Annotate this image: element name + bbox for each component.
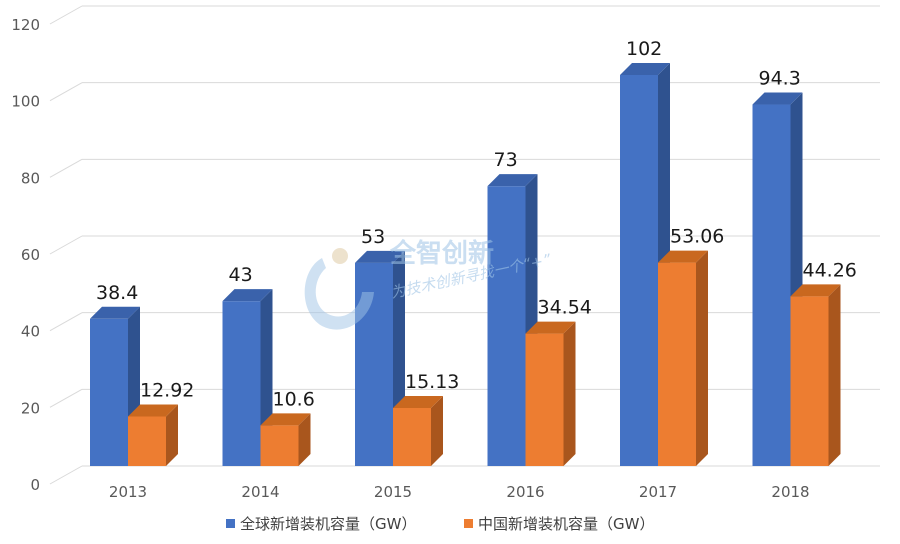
bar-top [752,92,803,105]
bar-front [752,104,791,467]
bar-top [90,306,140,319]
gridline-depth [49,82,83,102]
watermark-logo-dot-icon [332,248,348,264]
bar-side [431,396,443,466]
y-axis-ticks: 0 20 40 60 80 100 120 [11,16,40,494]
bar-side [828,284,841,466]
gridline-depth [49,312,83,332]
bar-front [222,301,261,466]
legend-swatch-global [226,519,235,528]
data-label: 44.26 [803,259,857,281]
x-tick-label: 2016 [506,483,544,501]
y-tick-label: 0 [30,476,40,494]
x-tick-label: 2014 [241,483,279,501]
bar-side [166,404,178,466]
gridline-depth [49,158,83,178]
data-label: 15.13 [405,371,459,393]
x-tick-label: 2015 [374,483,412,501]
data-labels: 38.4 12.92 43 10.6 53 15.13 73 34.54 102 53.06 94.… [96,38,857,410]
bar-top [790,284,841,297]
legend-swatch-china [464,519,473,528]
bar-front [658,262,696,466]
bar-front [487,186,526,466]
gridline-depth [49,5,83,25]
bar-top [393,396,443,409]
gridline-depth [49,388,83,408]
data-label: 102 [626,38,662,60]
bar-front [790,296,829,466]
gridline-depth [49,465,83,485]
gridline-depth [49,235,83,255]
legend: 全球新增装机容量（GW） 中国新增装机容量（GW） [226,515,654,533]
bar-front [355,262,393,466]
bar-side [298,413,311,466]
bar-front [620,75,658,466]
data-label: 12.92 [140,379,194,401]
data-label: 73 [494,149,518,171]
bar-top [487,174,538,187]
bar-front [260,425,299,466]
bar-top [260,413,311,426]
x-axis-ticks: 2013 2014 2015 2016 2017 2018 [109,483,810,501]
gridlines [49,5,880,485]
watermark-logo-icon [304,258,374,330]
y-tick-label: 20 [21,399,40,417]
bar-front [128,416,166,466]
legend-label-china: 中国新增装机容量（GW） [478,515,654,533]
bar-side [563,321,576,466]
data-label: 10.6 [273,388,315,410]
x-tick-label: 2013 [109,483,147,501]
y-tick-label: 120 [11,16,40,34]
bar-front [393,408,431,466]
bar-top [525,321,576,334]
watermark-title: 全智创新 [389,238,494,269]
data-label: 34.54 [538,297,592,319]
x-tick-label: 2017 [639,483,677,501]
bar-side [696,250,708,466]
bar-top [128,404,178,417]
bar-top [355,250,405,263]
data-label: 53 [361,226,385,248]
bar-front [90,318,128,466]
data-label: 53.06 [670,226,724,248]
legend-label-global: 全球新增装机容量（GW） [240,515,416,533]
bars [90,63,841,467]
y-tick-label: 100 [11,93,40,111]
bar-front [525,333,564,466]
data-label: 94.3 [759,68,801,90]
y-tick-label: 40 [21,323,40,341]
bar-top [658,250,708,263]
bar-top [222,289,273,302]
x-tick-label: 2018 [771,483,809,501]
data-label: 43 [229,264,253,286]
data-label: 38.4 [96,282,138,304]
y-tick-label: 80 [21,169,40,187]
y-tick-label: 60 [21,246,40,264]
bar-top [620,63,670,75]
